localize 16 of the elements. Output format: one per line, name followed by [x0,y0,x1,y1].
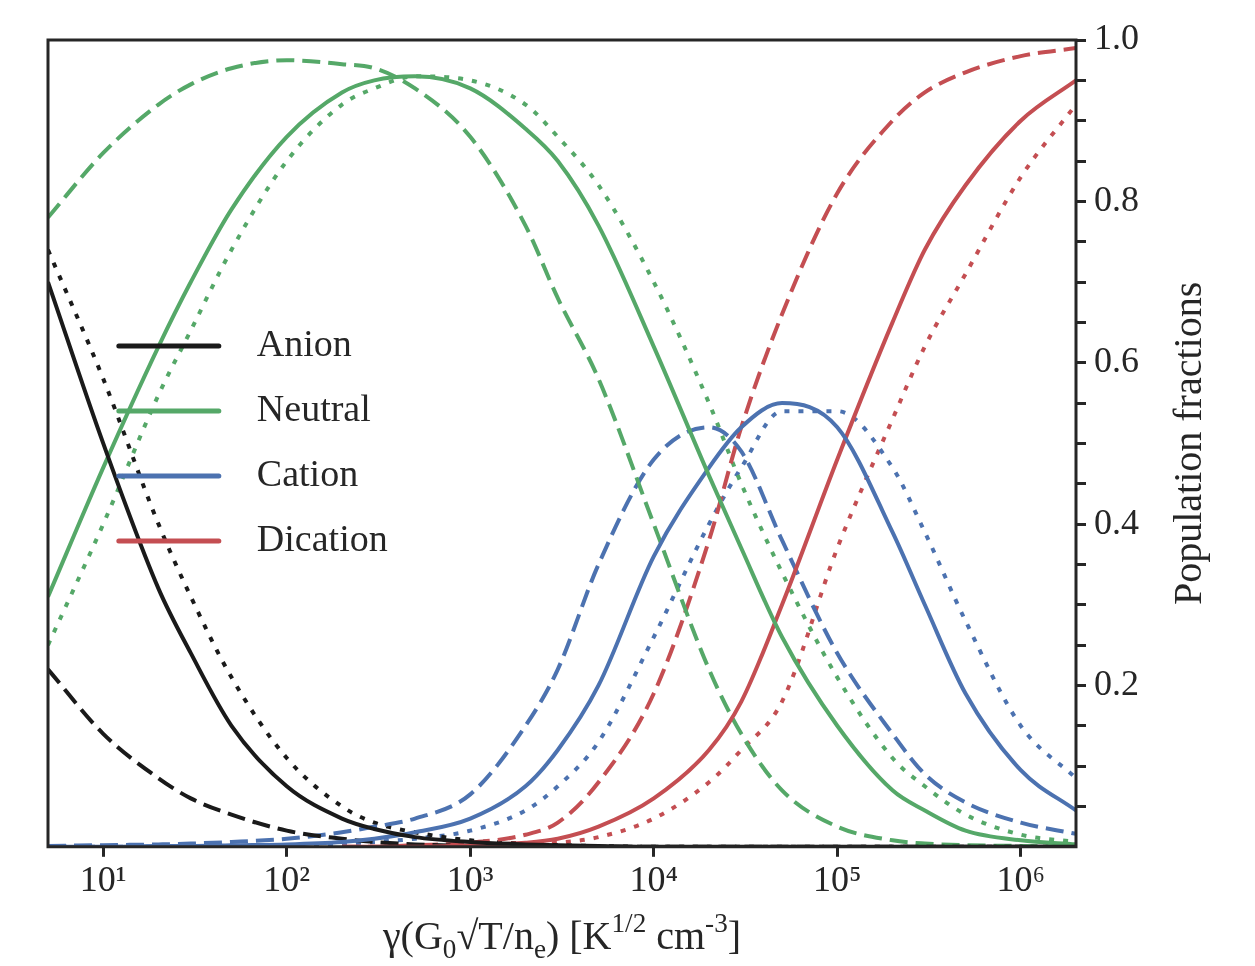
legend-label: Cation [256,451,359,494]
x-tick-label: 10² [263,858,311,899]
x-tick-label: 10¹ [79,858,127,899]
y-tick-label: 0.6 [1094,340,1139,381]
y-tick-label: 0.2 [1094,662,1139,703]
y-tick-label: 0.4 [1094,501,1139,542]
x-tick-label: 10⁵ [812,858,862,899]
y-tick-label: 0.8 [1094,178,1139,219]
x-tick-label: 10⁶ [996,858,1046,899]
y-tick-label: 1.0 [1094,17,1139,58]
legend-label: Neutral [256,386,371,429]
legend-label: Anion [256,321,352,364]
y-axis-title: Population fractions [1165,281,1210,606]
legend-label: Dication [256,516,388,559]
x-tick-label: 10³ [446,858,494,899]
x-tick-label: 10⁴ [629,858,679,899]
